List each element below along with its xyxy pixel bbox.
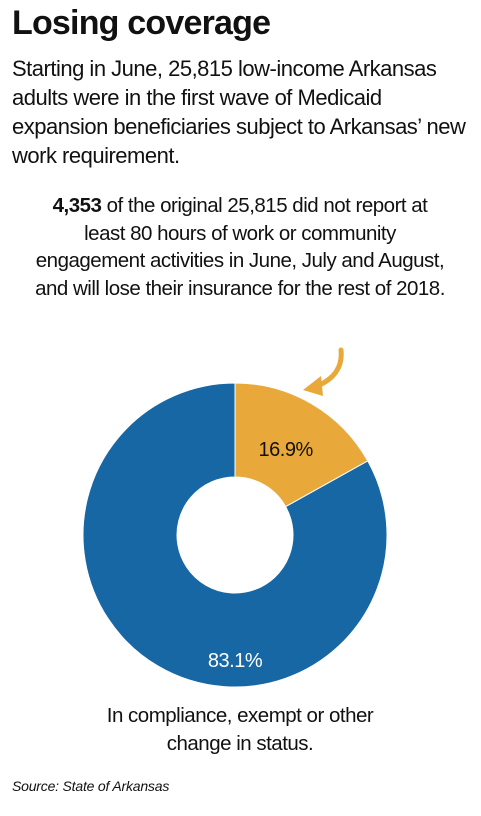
donut-chart: 16.9% 83.1% (82, 347, 388, 688)
donut-labels: 16.9% 83.1% (208, 439, 314, 672)
donut-slice-0 (234, 382, 369, 508)
callout-body: of the original 25,815 did not report at… (35, 194, 445, 300)
chart-subtitle: Starting in June, 25,815 low-income Arka… (12, 56, 466, 168)
donut-label-1: 83.1% (208, 650, 263, 672)
donut-slice-1 (82, 382, 388, 688)
callout-text: 4,353 of the original 25,815 did not rep… (30, 192, 450, 302)
compliance-label: In compliance, exempt or other change in… (106, 704, 374, 755)
donut-label-0: 16.9% (259, 439, 314, 461)
callout-number: 4,353 (52, 194, 102, 217)
donut-slices (82, 382, 388, 688)
chart-title: Losing coverage (12, 4, 271, 42)
callout-arrowhead-icon (303, 376, 323, 396)
source-note: Source: State of Arkansas (12, 778, 170, 794)
